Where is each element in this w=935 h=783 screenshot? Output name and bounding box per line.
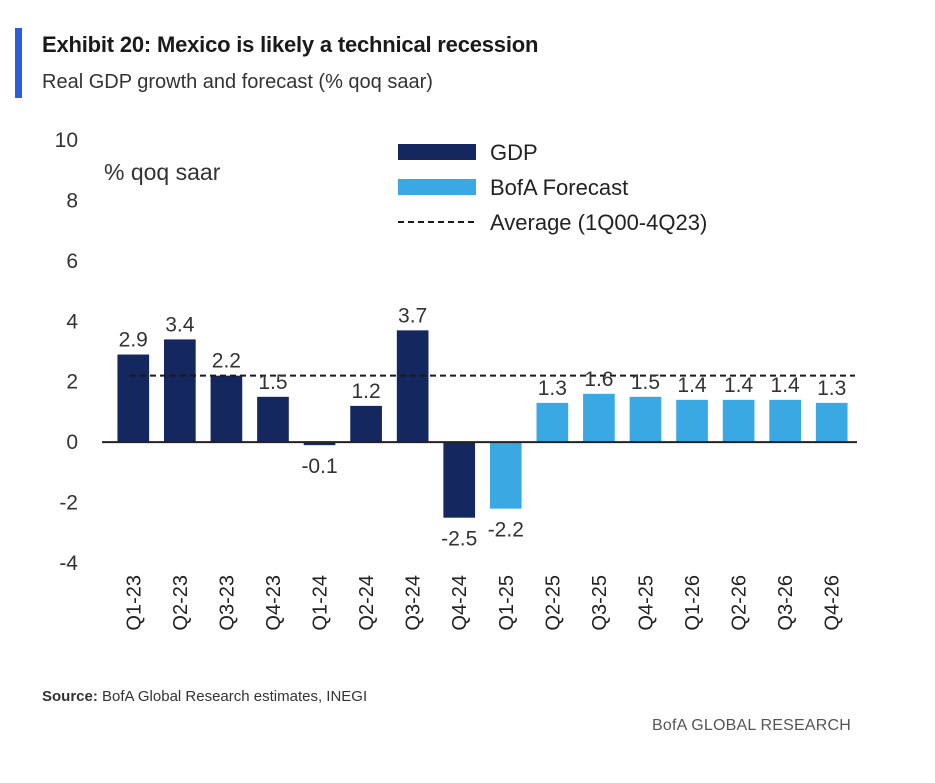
gdp-bar (164, 339, 196, 443)
data-label: 3.4 (165, 313, 195, 336)
data-label: 2.2 (212, 350, 241, 373)
gdp-bar (210, 375, 243, 443)
x-tick-label: Q2-25 (542, 575, 564, 631)
y-axis: 10 8 6 4 2 0 -2 -4 (55, 129, 79, 575)
y-tick-label: 10 (55, 129, 78, 152)
data-label: 3.7 (398, 304, 427, 327)
legend: GDP BofA Forecast Average (1Q00-4Q23) (398, 140, 707, 235)
legend-gdp: GDP (398, 140, 538, 165)
data-label: 2.9 (119, 329, 148, 352)
data-label: 1.4 (771, 374, 801, 397)
data-labels: 2.9 3.4 2.2 1.5 -0.1 1.2 3.7 -2.5 -2.2 1.3 1.6 1.5 1… (119, 304, 847, 550)
data-label: 1.2 (351, 380, 380, 403)
y-tick-label: -4 (59, 552, 78, 575)
data-label: -2.2 (488, 519, 524, 542)
source-text: BofA Global Research estimates, INEGI (97, 688, 368, 705)
accent-bar (15, 28, 22, 98)
x-tick-label: Q2-23 (170, 575, 192, 631)
gdp-bar (350, 405, 382, 443)
x-tick-label: Q3-26 (775, 575, 797, 631)
gdp-bar (396, 330, 429, 443)
x-tick-label: Q1-23 (123, 575, 145, 631)
forecast-bar (722, 399, 755, 443)
x-tick-label: Q3-25 (589, 575, 611, 631)
source-note: Source: BofA Global Research estimates, … (42, 688, 367, 705)
forecast-bar (489, 442, 522, 509)
legend-average: Average (1Q00-4Q23) (398, 210, 707, 235)
y-unit-label: % qoq saar (104, 159, 221, 185)
x-tick-label: Q4-23 (263, 575, 285, 631)
legend-gdp-swatch (398, 144, 476, 160)
forecast-bar (536, 402, 569, 443)
forecast-bar (629, 396, 662, 443)
gdp-bar (303, 442, 336, 446)
forecast-bar (676, 399, 708, 443)
chart-subtitle: Real GDP growth and forecast (% qoq saar… (42, 71, 433, 93)
data-label: 1.4 (724, 374, 754, 397)
chart-title: Exhibit 20: Mexico is likely a technical… (42, 32, 539, 57)
x-tick-label: Q1-26 (682, 575, 704, 631)
x-tick-label: Q4-26 (822, 575, 844, 631)
x-tick-label: Q3-24 (403, 575, 425, 631)
legend-forecast-label: BofA Forecast (490, 175, 628, 200)
data-label: 1.3 (817, 377, 846, 400)
x-tick-label: Q3-23 (216, 575, 238, 631)
x-tick-label: Q1-24 (310, 575, 332, 631)
y-tick-label: 4 (66, 310, 78, 333)
forecast-bar (815, 402, 848, 443)
data-label: 1.3 (538, 377, 567, 400)
data-label: -2.5 (441, 528, 477, 551)
y-tick-label: -2 (59, 492, 78, 515)
legend-average-label: Average (1Q00-4Q23) (490, 210, 707, 235)
x-tick-label: Q4-24 (449, 575, 471, 631)
legend-forecast: BofA Forecast (398, 175, 628, 200)
x-tick-label: Q2-26 (729, 575, 751, 631)
gdp-bar (257, 396, 289, 443)
y-tick-label: 0 (66, 431, 78, 454)
data-label: 1.5 (631, 371, 660, 394)
data-label: 1.6 (584, 368, 613, 391)
gdp-bar (443, 442, 476, 518)
forecast-bar (583, 393, 615, 443)
y-tick-label: 6 (66, 250, 78, 273)
y-tick-label: 2 (66, 371, 78, 394)
legend-forecast-swatch (398, 179, 476, 195)
gdp-bar-chart: 10 8 6 4 2 0 -2 -4 % qoq saar GDP BofA Forecast A… (55, 129, 857, 631)
data-label: -0.1 (301, 455, 337, 478)
legend-gdp-label: GDP (490, 140, 538, 165)
x-tick-label: Q2-24 (356, 575, 378, 631)
y-tick-label: 8 (66, 189, 78, 212)
forecast-bar (769, 399, 801, 443)
x-axis: Q1-23 Q2-23 Q3-23 Q4-23 Q1-24 Q2-24 Q3-24 Q4-24… (123, 575, 843, 631)
source-label: Source: (42, 688, 98, 705)
data-label: 1.5 (258, 371, 287, 394)
x-tick-label: Q4-25 (635, 575, 657, 631)
brand-footer: BofA GLOBAL RESEARCH (652, 717, 852, 734)
gdp-bar (117, 354, 150, 443)
bars (117, 330, 848, 518)
x-tick-label: Q1-25 (496, 575, 518, 631)
data-label: 1.4 (677, 374, 707, 397)
